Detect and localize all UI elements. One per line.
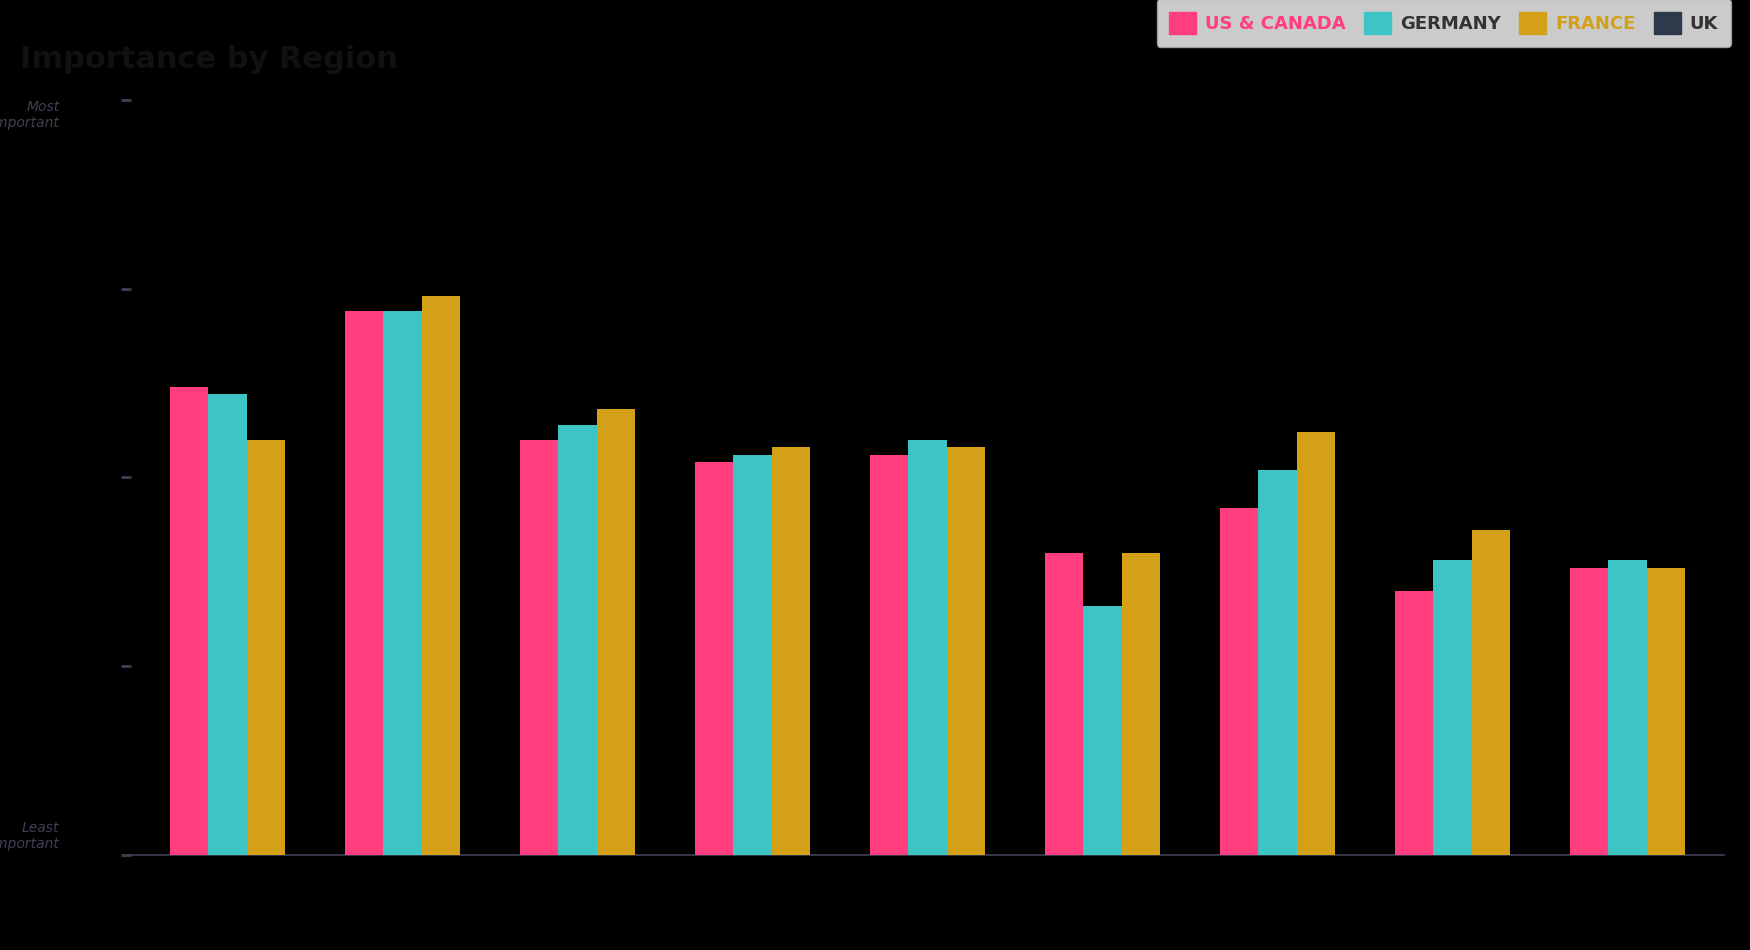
Bar <box>1220 507 1258 855</box>
Text: Least
Important: Least Important <box>0 821 60 851</box>
Bar <box>1472 530 1510 855</box>
Bar <box>558 425 597 855</box>
Bar <box>345 312 383 855</box>
Text: Importance by Region: Importance by Region <box>19 45 397 74</box>
Bar <box>1297 432 1335 855</box>
Bar <box>1122 553 1160 855</box>
Bar <box>383 312 422 855</box>
Bar <box>870 455 908 855</box>
Bar <box>1258 470 1297 855</box>
Bar <box>733 455 772 855</box>
Bar <box>1395 591 1433 855</box>
Bar <box>772 447 810 855</box>
Bar <box>170 387 208 855</box>
Bar <box>208 394 247 855</box>
Bar <box>520 440 558 855</box>
Legend: US & CANADA, GERMANY, FRANCE, UK: US & CANADA, GERMANY, FRANCE, UK <box>1157 0 1731 47</box>
Bar <box>695 463 733 855</box>
Bar <box>422 296 460 855</box>
Bar <box>908 440 947 855</box>
Text: Most
Important: Most Important <box>0 100 60 130</box>
Bar <box>1647 568 1685 855</box>
Bar <box>1570 568 1608 855</box>
Bar <box>1045 553 1083 855</box>
Bar <box>947 447 985 855</box>
Bar <box>1608 560 1647 855</box>
Bar <box>1433 560 1472 855</box>
Bar <box>247 440 285 855</box>
Bar <box>597 409 635 855</box>
Bar <box>1083 606 1122 855</box>
